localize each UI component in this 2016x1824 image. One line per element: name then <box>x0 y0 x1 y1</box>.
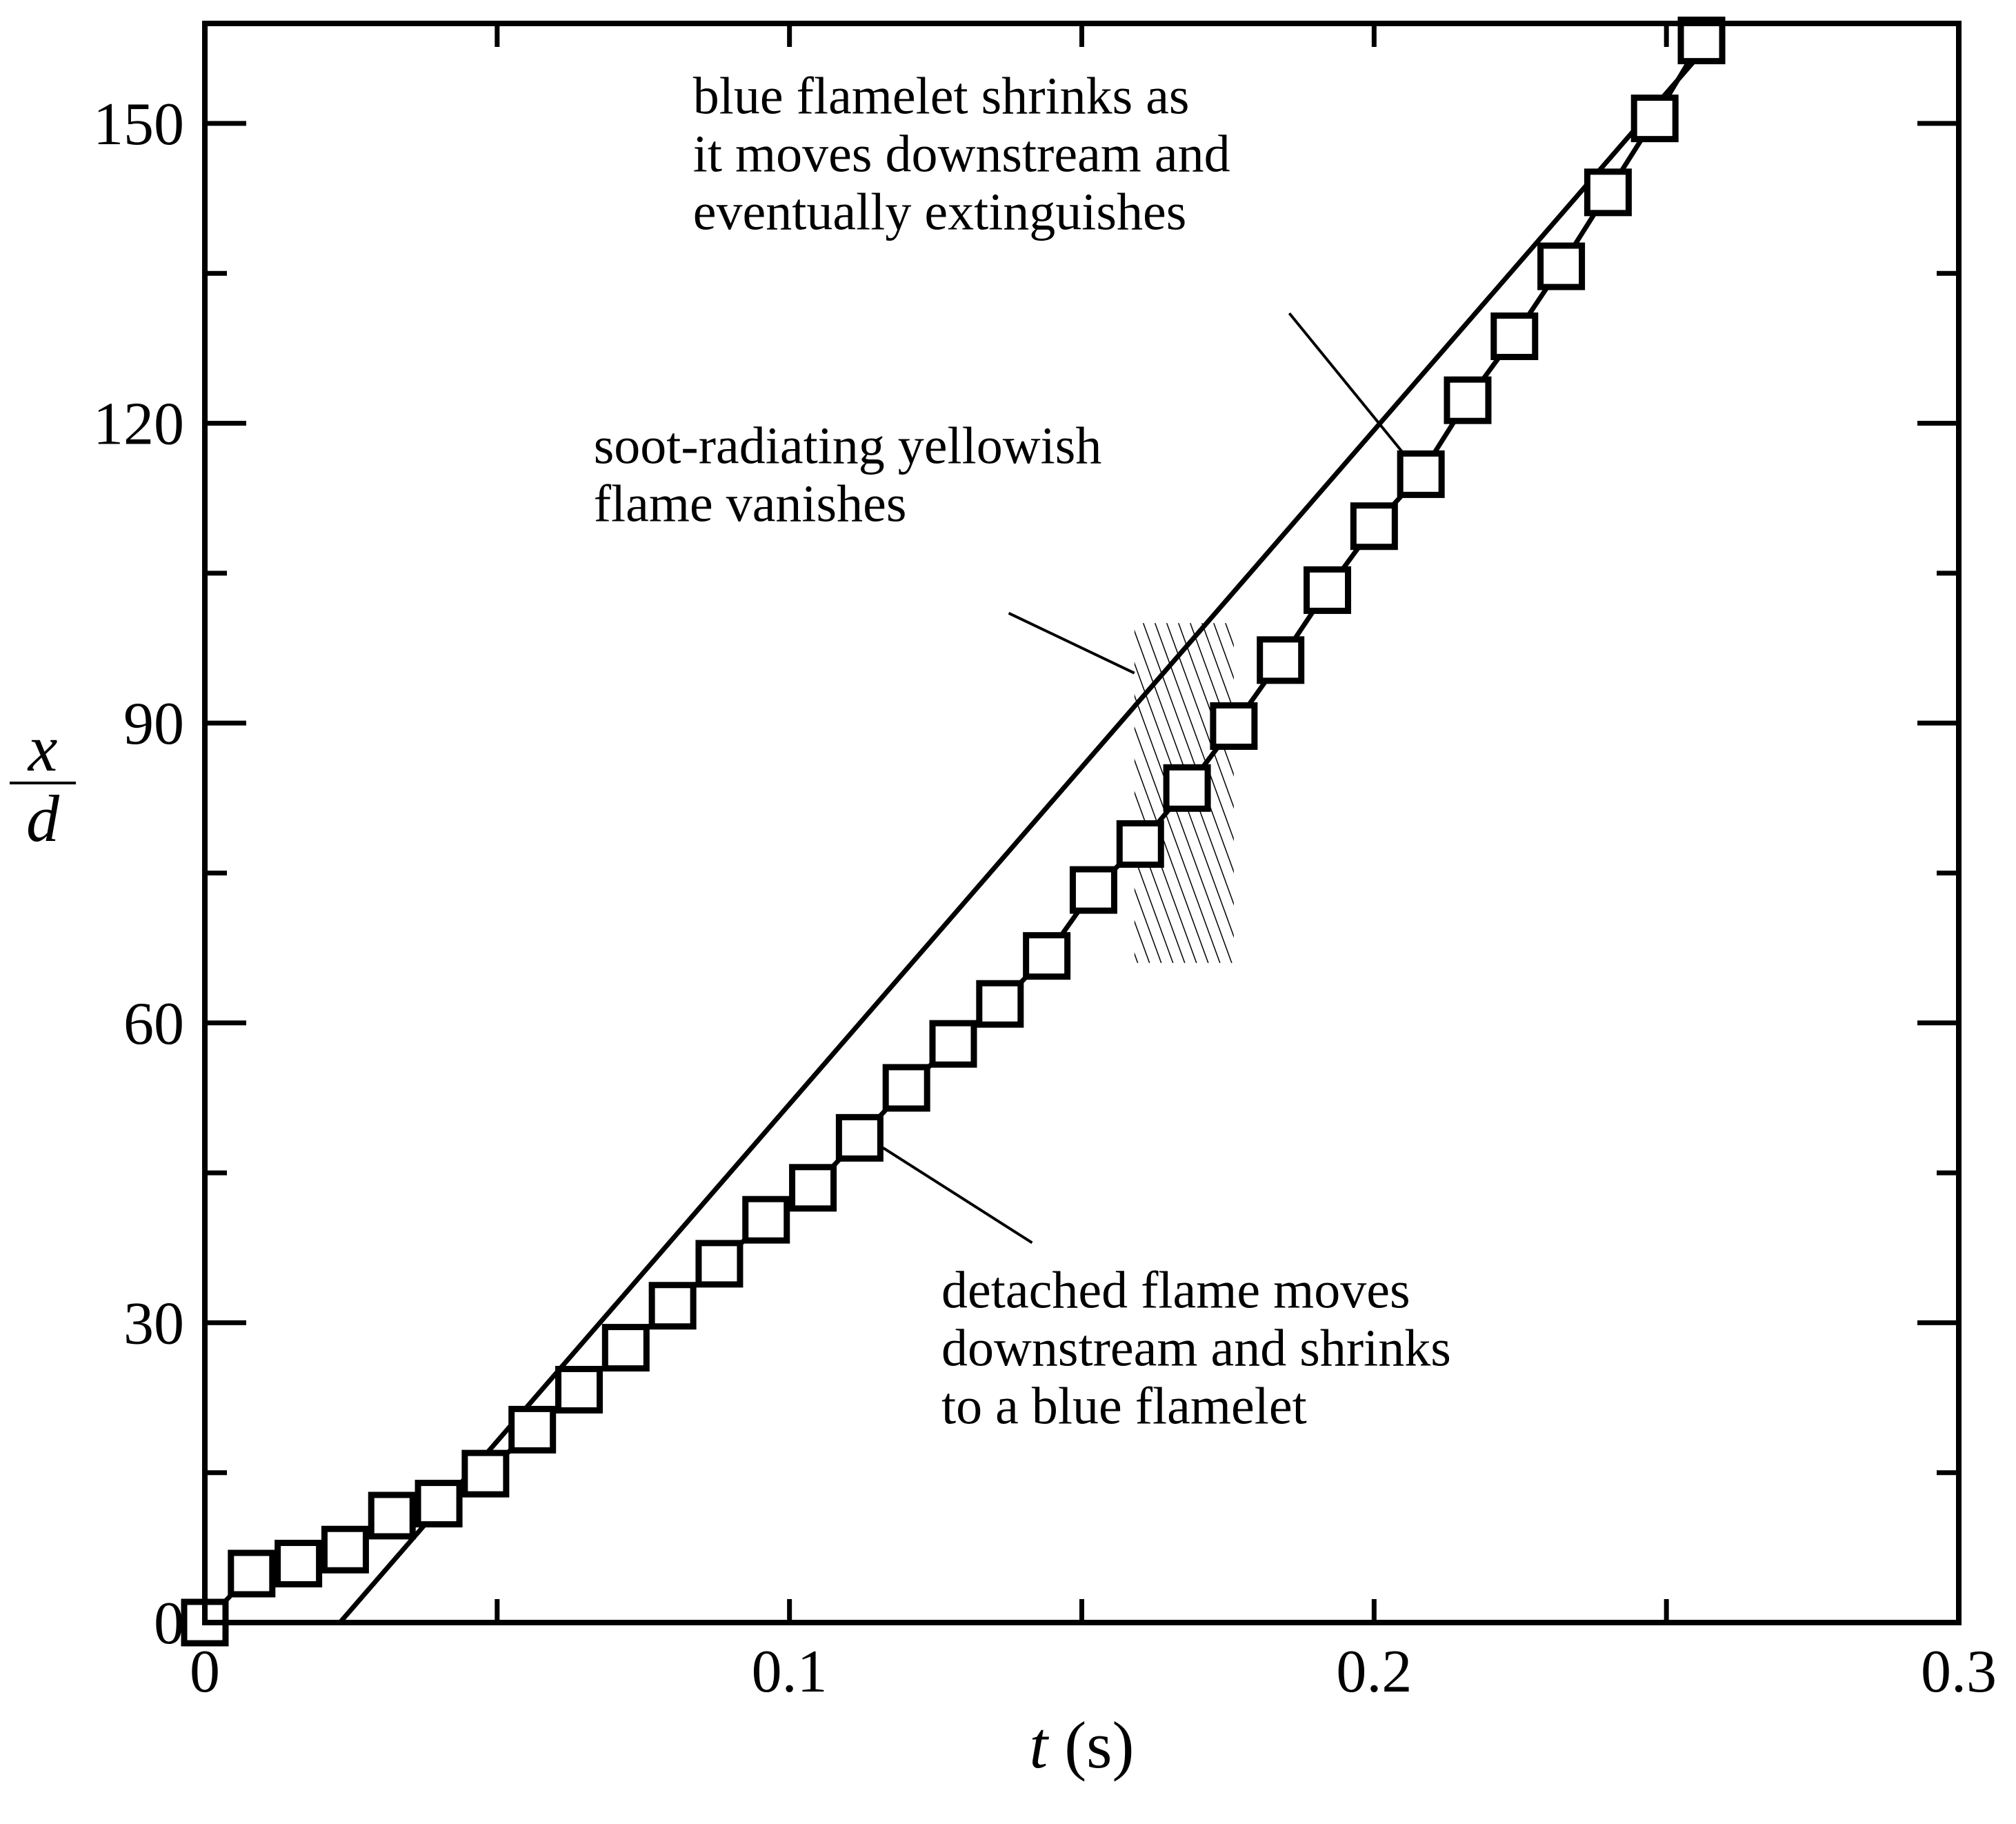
y-axis-label: x d <box>10 711 76 855</box>
annotation-line: detached flame moves <box>941 1262 1410 1320</box>
data-point <box>321 1525 369 1574</box>
data-point <box>601 1324 650 1372</box>
fit-line-layer <box>338 39 1714 1625</box>
data-point <box>228 1549 276 1598</box>
annotation: blue flamelet shrinks as it moves downstr… <box>693 67 1405 455</box>
data-point <box>1537 242 1586 290</box>
y-tick-label: 0 <box>154 1590 184 1657</box>
annotation-line: flame vanishes <box>594 475 907 533</box>
data-point <box>275 1540 323 1588</box>
annotation-line: to a blue flamelet <box>941 1378 1307 1436</box>
annotation-line: blue flamelet shrinks as <box>693 67 1190 125</box>
x-axis-variable: t <box>1030 1708 1050 1782</box>
data-point <box>1444 376 1492 424</box>
tick-labels: 0 0.1 0.2 0.3 0 30 60 90 120 150 <box>93 91 1997 1705</box>
data-point <box>789 1164 837 1212</box>
data-markers <box>181 17 1726 1647</box>
y-tick-label: 30 <box>123 1290 184 1357</box>
x-tick-label: 0.2 <box>1336 1638 1412 1705</box>
data-point <box>1257 636 1305 684</box>
data-point <box>1630 95 1679 143</box>
data-point <box>1490 312 1539 360</box>
y-tick-label: 90 <box>123 691 184 757</box>
data-point <box>695 1240 743 1288</box>
annotation-text: detached flame moves downstream and shrin… <box>941 1262 1451 1436</box>
data-point <box>648 1282 697 1330</box>
data-point <box>1210 702 1258 750</box>
x-tick-label: 0 <box>190 1638 220 1705</box>
annotation-leader-line <box>1288 312 1405 455</box>
data-point <box>1350 502 1398 551</box>
data-point <box>835 1113 884 1162</box>
y-tick-label: 120 <box>93 391 184 458</box>
annotation-line: soot-radiating yellowish <box>594 417 1102 475</box>
annotation-text: blue flamelet shrinks as it moves downstr… <box>693 67 1230 241</box>
data-point <box>976 980 1024 1028</box>
y-tick-label: 60 <box>123 991 184 1058</box>
x-axis-unit: (s) <box>1064 1708 1134 1782</box>
axis-ticks <box>202 23 1962 1625</box>
annotation-line: downstream and shrinks <box>941 1320 1451 1378</box>
annotation: soot-radiating yellowish flame vanishes <box>594 417 1135 675</box>
annotation-line: it moves downstream and <box>693 125 1230 183</box>
data-point <box>882 1064 930 1112</box>
data-point <box>415 1480 463 1528</box>
y-axis-numerator: x <box>27 711 58 785</box>
data-point <box>1304 566 1352 614</box>
x-tick-label: 0.1 <box>752 1638 828 1705</box>
data-point <box>555 1365 603 1414</box>
data-point <box>1397 450 1445 498</box>
data-point <box>461 1449 510 1498</box>
annotation: detached flame moves downstream and shrin… <box>882 1147 1451 1436</box>
data-point <box>1584 168 1632 217</box>
x-tick-label: 0.3 <box>1921 1638 1997 1705</box>
y-tick-label: 150 <box>93 91 184 158</box>
data-point <box>1023 932 1071 980</box>
annotation-leader-line <box>1008 611 1135 675</box>
data-point <box>368 1491 416 1540</box>
data-point <box>1163 764 1211 812</box>
x-axis-label: t (s) <box>1030 1708 1135 1782</box>
annotation-line: eventually extinguishes <box>693 183 1187 241</box>
data-point <box>508 1405 557 1454</box>
y-axis-denominator: d <box>26 782 60 855</box>
annotations: blue flamelet shrinks as it moves downstr… <box>594 67 1451 1435</box>
annotation-text: soot-radiating yellowish flame vanishes <box>594 417 1102 533</box>
annotation-leader-line <box>882 1147 1033 1245</box>
fit-line <box>338 39 1714 1625</box>
data-point <box>929 1020 977 1068</box>
data-point <box>1677 17 1726 65</box>
data-point <box>1069 866 1117 914</box>
data-point <box>1116 820 1164 868</box>
data-point <box>742 1196 790 1244</box>
